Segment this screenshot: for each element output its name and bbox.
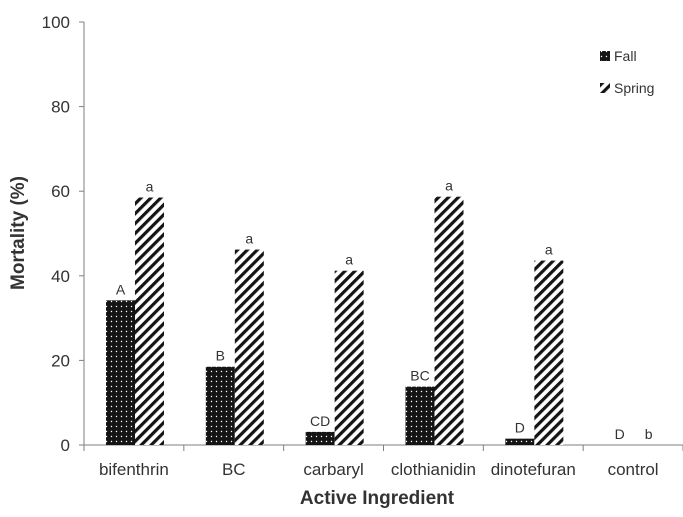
legend-swatch-spring [600,83,610,93]
bar-data-label: a [545,242,553,258]
y-tick-label: 0 [61,436,70,455]
x-tick-label: carbaryl [303,460,363,479]
bar-fall [505,438,535,445]
bar-fall [305,431,335,445]
x-tick-label: control [608,460,659,479]
legend-swatch-fall [600,51,610,61]
legend: Fall Spring [600,48,654,96]
bar-spring [434,196,464,445]
bar-spring [234,249,264,445]
bar-spring [135,197,164,445]
y-tick-label: 60 [51,182,70,201]
bar-data-label: B [216,348,225,364]
bar-data-label: a [245,231,253,247]
bar-data-label: b [645,426,653,442]
legend-label-fall: Fall [614,48,637,64]
bar-data-label: BC [410,368,429,384]
bar-data-label: a [345,252,353,268]
bar-fall [106,300,135,445]
y-axis-title: Mortality (%) [8,176,29,290]
x-tick-label: bifenthrin [99,460,169,479]
bar-fall [205,366,235,445]
bar-data-label: CD [310,413,330,429]
x-tick-label: clothianidin [391,460,476,479]
bar-spring [534,260,564,445]
bar-data-label: D [615,426,625,442]
bar-data-label: a [445,178,453,194]
bar-labels: Aa Ba CD a BC a Da D b [116,178,653,442]
y-tick-label: 40 [51,267,70,286]
bars [106,196,564,445]
legend-label-spring: Spring [614,80,654,96]
bar-spring [334,270,364,445]
bar-data-label: a [146,179,154,195]
x-axis-title: Active Ingredient [300,488,455,509]
bar-data-label: D [515,420,525,436]
x-tick-label: BC [222,460,246,479]
bar-fall [405,386,435,445]
axes: 0 20 40 60 80 100 bifenthrin BC carbaryl clothian… [42,13,683,479]
y-tick-label: 80 [51,98,70,117]
y-tick-label: 20 [51,351,70,370]
x-tick-label: dinotefuran [491,460,576,479]
bar-data-label: A [116,281,126,297]
y-tick-label: 100 [42,13,70,32]
